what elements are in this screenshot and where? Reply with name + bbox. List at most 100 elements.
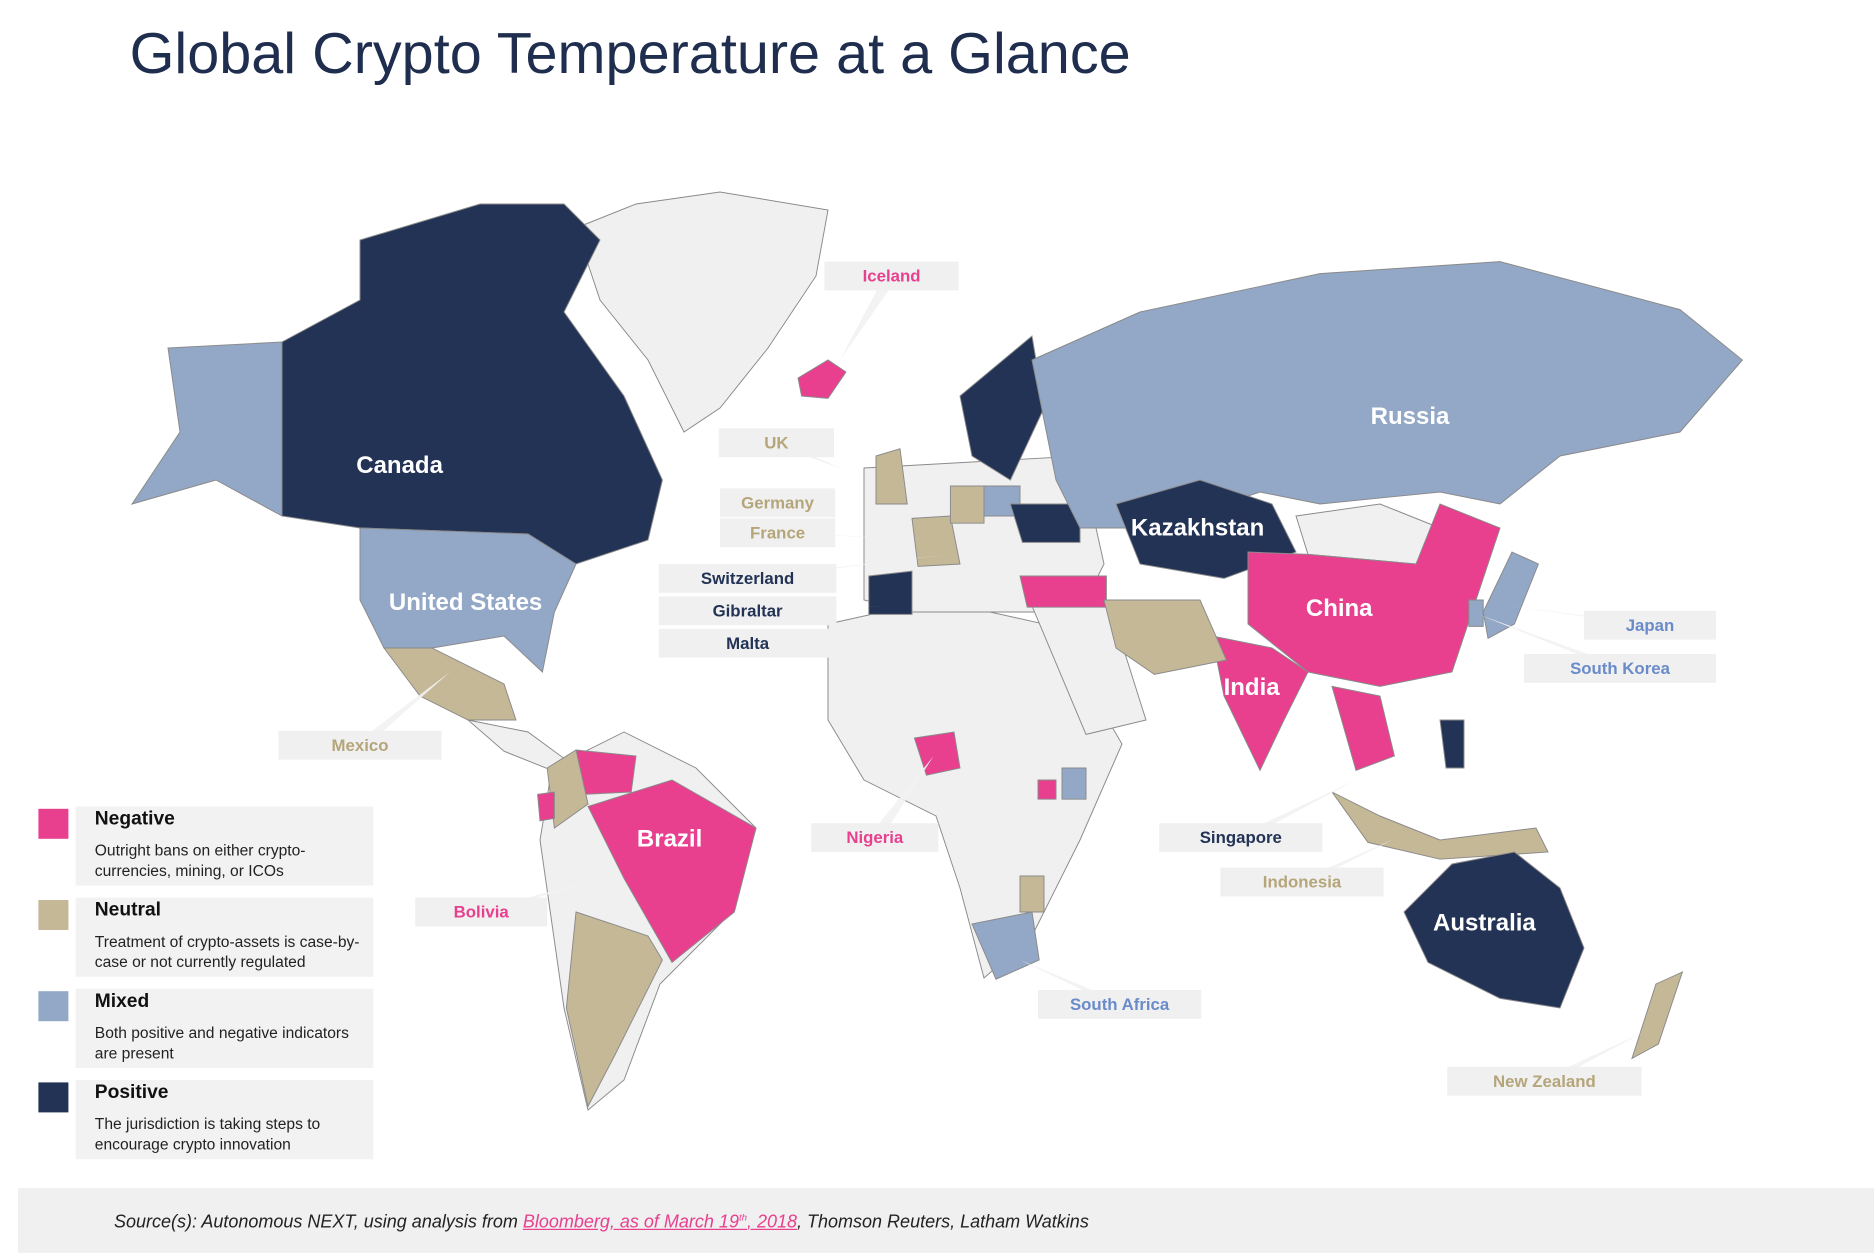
callout-box [278, 730, 442, 760]
map-label: Russia [1371, 403, 1450, 430]
country-shape [949, 485, 985, 524]
source-bar: Source(s): Autonomous NEXT, using analys… [18, 1188, 1874, 1253]
callout-box [1447, 1066, 1642, 1096]
callout-label: South Africa [1070, 995, 1170, 1014]
callout-box [1524, 654, 1717, 683]
callout-label: Mexico [332, 736, 389, 755]
country-shape [575, 749, 637, 795]
country-shape [1403, 851, 1585, 1009]
country-shape [1031, 261, 1744, 529]
country-shape [1019, 875, 1045, 913]
country-shape [1331, 685, 1395, 772]
callout-label: Nigeria [846, 828, 904, 847]
title: Global Crypto Temperature at a Glance [129, 22, 1131, 87]
land [575, 191, 829, 433]
legend-description: Outright bans on either crypto-currencie… [94, 841, 306, 880]
legend-box: Mixed Both positive and negative indicato… [75, 988, 374, 1068]
callout-box [720, 488, 836, 518]
country-shape [971, 911, 1040, 980]
callout-box [1159, 823, 1323, 853]
map-label: India [1224, 674, 1281, 701]
legend-swatch [38, 991, 69, 1022]
callout-label: France [750, 523, 805, 542]
callout-box [415, 897, 548, 927]
callout-box [811, 823, 939, 853]
source-suffix: , Thomson Reuters, Latham Watkins [797, 1212, 1089, 1233]
country-shape [911, 515, 961, 567]
source-prefix: Source(s): Autonomous NEXT, using analys… [114, 1212, 523, 1233]
country-shape [1019, 575, 1107, 608]
country-shape [1631, 971, 1684, 1060]
callout-box [718, 428, 835, 458]
legend-swatch [38, 808, 69, 839]
map-label: Australia [1433, 909, 1536, 936]
legend-name: Positive [94, 1082, 169, 1103]
map-label: China [1306, 595, 1373, 622]
map-label: Kazakhstan [1131, 515, 1264, 542]
callout-box [1584, 610, 1717, 640]
country-shape [1211, 635, 1309, 772]
link-text: Bloomberg, as of March 19 [522, 1212, 739, 1233]
legend-description: The jurisdiction is taking steps to enco… [94, 1114, 321, 1154]
country-shape [1103, 599, 1228, 675]
callout-label: Japan [1626, 616, 1675, 635]
callout-box [824, 261, 959, 291]
link-superscript: th [738, 1212, 747, 1223]
callout-box [658, 628, 837, 658]
callout-box [658, 596, 837, 626]
country-shape [587, 779, 757, 964]
country-shape [1009, 503, 1081, 543]
country-shape [875, 448, 908, 505]
legend-swatch [38, 1082, 69, 1113]
country-shape [1468, 599, 1484, 627]
callout-label: Indonesia [1263, 873, 1342, 892]
callout-box [1220, 867, 1384, 897]
country-shape [359, 527, 577, 673]
country-shape [1331, 791, 1549, 860]
land [466, 719, 565, 771]
source-text: Source(s): Autonomous NEXT, using analys… [114, 1212, 1089, 1232]
callout-label: Bolivia [454, 903, 510, 922]
callout-label: Iceland [863, 267, 921, 286]
country-shape [1037, 779, 1057, 800]
country-shape [959, 335, 1045, 481]
legend-name: Mixed [94, 991, 150, 1012]
callout-label: Germany [741, 493, 814, 512]
legend-description: Treatment of crypto-assets is case-by-ca… [94, 932, 360, 971]
callout-label: UK [764, 433, 788, 452]
link-text: , 2018 [746, 1212, 798, 1233]
legend-box: Neutral Treatment of crypto-assets is cas… [75, 897, 374, 977]
country-shape [868, 570, 913, 615]
legend-box: Positive The jurisdiction is taking steps… [75, 1080, 374, 1160]
country-shape [913, 731, 961, 776]
source-link[interactable]: Bloomberg, as of March 19th, 2018 [523, 1212, 797, 1232]
country-shape [537, 791, 555, 822]
leader [867, 756, 934, 838]
map-label: United States [389, 589, 542, 616]
country-shape [1061, 767, 1087, 800]
map-label: Canada [356, 452, 443, 479]
country-shape [565, 911, 663, 1108]
map-label: Brazil [637, 825, 702, 852]
country-shape [130, 341, 283, 517]
callout-label: Gibraltar [713, 601, 783, 620]
legend-box: Negative Outright bans on either crypto-c… [75, 806, 374, 886]
country-shape [797, 359, 847, 399]
callout-label: Malta [726, 634, 770, 653]
callout-box [658, 564, 837, 593]
callout-label: New Zealand [1493, 1072, 1596, 1091]
callout-label: South Korea [1570, 659, 1671, 678]
legend-swatch [38, 900, 69, 931]
country-shape [1482, 551, 1540, 640]
legend-name: Negative [94, 808, 175, 830]
callout-label: Singapore [1200, 828, 1282, 847]
legend-description: Both positive and negative indicators ar… [94, 1023, 349, 1062]
callout-label: Switzerland [701, 569, 794, 588]
callout-box [720, 518, 836, 548]
legend-name: Neutral [94, 900, 161, 921]
callout-box [1038, 990, 1202, 1019]
country-shape [1439, 719, 1465, 769]
